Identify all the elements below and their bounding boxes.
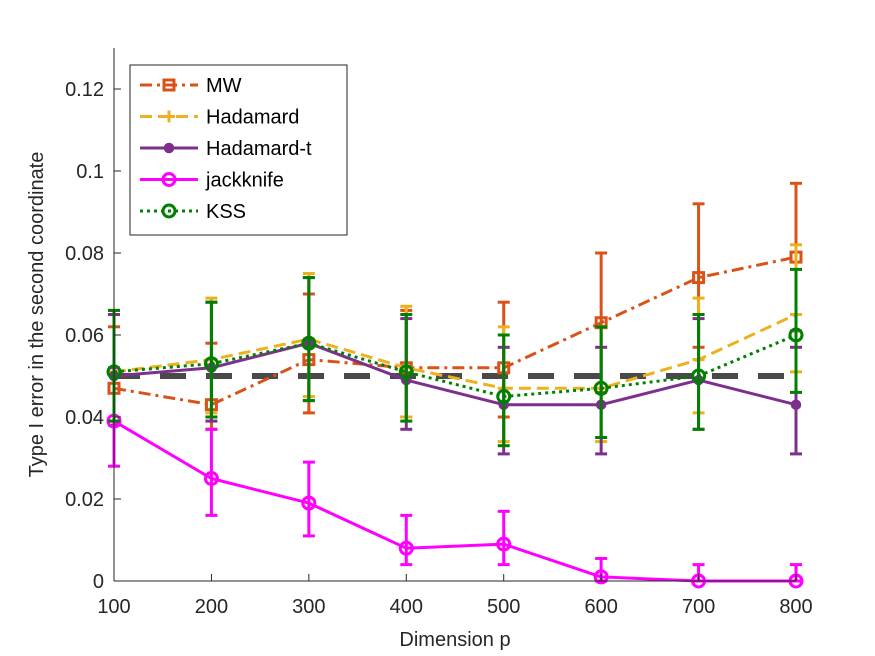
- y-tick-label: 0.02: [65, 489, 104, 511]
- legend-label-hadamard-t: Hadamard-t: [206, 138, 312, 160]
- legend: MW Hadamard Hadamard-t jackknife KSS: [129, 64, 348, 236]
- data-point-kss: [496, 389, 512, 404]
- data-point-jackknife: [593, 569, 609, 585]
- x-tick-label: 300: [292, 596, 325, 618]
- legend-item-hadamard: Hadamard: [140, 107, 299, 129]
- x-tick-label: 100: [97, 596, 130, 618]
- legend-marker-kss: [161, 203, 177, 219]
- data-point-kss: [203, 356, 219, 372]
- y-tick-label: 0: [93, 571, 104, 593]
- legend-item-mw: MW: [140, 75, 242, 97]
- data-point-kss: [301, 335, 317, 351]
- x-tick-label: 800: [779, 596, 812, 618]
- axes-group: 100 200 300 400 500 600 700 800 0 0.02 0.04 0.06 0.0…: [65, 48, 813, 618]
- series-line-hadamard-t: [113, 341, 797, 407]
- y-tick-label: 0.12: [65, 79, 104, 101]
- x-tick-label: 700: [682, 596, 715, 618]
- legend-label-hadamard: Hadamard: [206, 107, 299, 129]
- data-point-jackknife: [301, 495, 317, 511]
- legend-label-kss: KSS: [206, 201, 246, 223]
- series-group: [106, 181, 804, 589]
- y-axis-label: Type I error in the second coordinate: [26, 152, 48, 478]
- x-tick-label: 600: [584, 596, 617, 618]
- data-point-kss: [788, 327, 804, 343]
- data-point-jackknife: [496, 536, 512, 552]
- legend-label-jackknife: jackknife: [205, 170, 284, 192]
- legend-marker-hadamard: [163, 110, 175, 123]
- series-line-mw: [113, 255, 797, 407]
- data-point-kss: [398, 364, 414, 380]
- legend-marker-hadamard-t: [163, 142, 175, 154]
- x-tick-label: 400: [390, 596, 423, 618]
- legend-item-hadamard-t: Hadamard-t: [140, 138, 312, 160]
- series-line-kss: [113, 333, 797, 398]
- y-tick-label: 0.08: [65, 243, 104, 265]
- x-tick-label: 500: [487, 596, 520, 618]
- x-axis-label: Dimension p: [399, 629, 510, 651]
- y-tick-label: 0.06: [65, 325, 104, 347]
- y-tick-label: 0.04: [65, 407, 104, 429]
- x-tick-label: 200: [195, 596, 228, 618]
- data-point-jackknife: [398, 540, 414, 556]
- data-point-jackknife: [203, 471, 219, 486]
- data-point-hadamard-t: [790, 399, 802, 410]
- series-kss: [106, 267, 804, 448]
- y-tick-label: 0.1: [76, 161, 104, 183]
- legend-label-mw: MW: [206, 75, 242, 97]
- series-line-hadamard: [113, 313, 797, 390]
- series-line-jackknife: [113, 419, 796, 583]
- legend-marker-jackknife: [161, 172, 177, 187]
- data-point-kss: [691, 368, 707, 384]
- legend-marker-mw: [162, 78, 176, 92]
- data-point-mw: [692, 271, 706, 285]
- data-point-kss: [593, 380, 609, 396]
- legend-item-jackknife: jackknife: [140, 170, 284, 192]
- legend-item-kss: KSS: [140, 201, 246, 223]
